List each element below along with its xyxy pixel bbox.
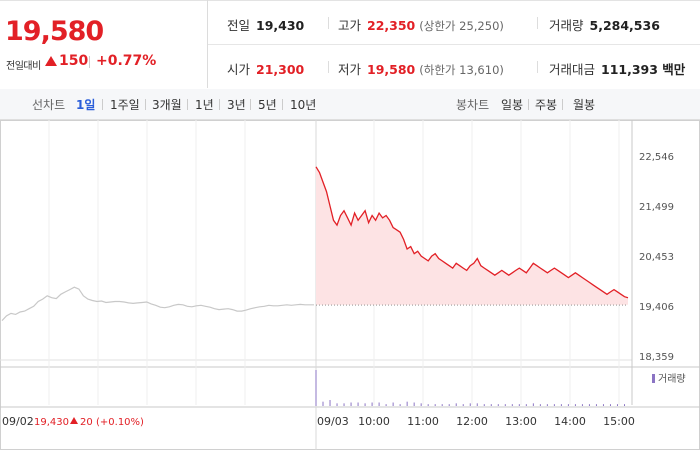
divider (187, 99, 188, 110)
divider (328, 61, 329, 73)
candle-monthly-tab[interactable]: 월봉 (573, 98, 596, 112)
stat-volume: 거래량 5,284,536 (549, 15, 660, 34)
y-tick-label: 22,546 (639, 152, 674, 163)
candle-chart-label: 봉차트 (456, 98, 490, 112)
divider (528, 99, 529, 110)
period-10y-tab[interactable]: 10년 (290, 98, 317, 112)
stat-value: 22,350 (367, 18, 416, 33)
stat-value: 111,393 백만 (601, 62, 686, 77)
stat-value: 5,284,536 (589, 18, 660, 33)
prev-day-change: 20 (80, 417, 93, 428)
stat-label: 거래대금 (549, 62, 596, 77)
divider (145, 99, 146, 110)
current-price: 19,580 (5, 16, 104, 47)
stat-high: 고가 22,350 (상한가 25,250) (338, 15, 504, 34)
prev-day-change-rate: (+0.10%) (96, 417, 144, 428)
line-chart-label: 선차트 (32, 98, 66, 112)
x-label-today-date: 09/03 (317, 415, 349, 428)
change-rate: +0.77% (96, 53, 157, 69)
y-tick-label: 18,359 (639, 352, 674, 363)
period-1y-tab[interactable]: 1년 (195, 98, 214, 112)
divider (207, 0, 208, 88)
stat-value: 21,300 (256, 62, 305, 77)
stat-sub: (상한가 25,250) (419, 19, 504, 33)
stat-label: 고가 (338, 18, 362, 33)
x-label-time: 10:00 (358, 415, 390, 428)
x-label-time: 13:00 (505, 415, 537, 428)
change-value: 150 (59, 53, 89, 69)
today-price-area (316, 166, 628, 305)
y-tick-label: 21,499 (639, 202, 674, 213)
x-label-time: 15:00 (603, 415, 635, 428)
stat-sub: (하한가 13,610) (419, 63, 504, 77)
stat-prev-close: 전일 19,430 (227, 15, 304, 34)
stat-label: 저가 (338, 62, 362, 77)
period-1d-tab[interactable]: 1일 (76, 98, 96, 112)
up-triangle-icon (45, 56, 57, 66)
y-tick-label: 19,406 (639, 302, 674, 313)
stat-label: 전일 (227, 18, 251, 33)
stat-open: 시가 21,300 (227, 59, 304, 78)
period-3y-tab[interactable]: 3년 (227, 98, 246, 112)
stat-low: 저가 19,580 (하한가 13,610) (338, 59, 504, 78)
stat-value: 19,580 (367, 62, 416, 77)
period-5y-tab[interactable]: 5년 (258, 98, 277, 112)
x-label-time: 14:00 (554, 415, 586, 428)
prev-day-close: 19,430 (34, 417, 69, 428)
x-label-time: 11:00 (407, 415, 439, 428)
divider (537, 61, 538, 73)
volume-legend-label: 거래량 (658, 373, 686, 385)
period-3m-tab[interactable]: 3개월 (152, 98, 182, 112)
period-1w-tab[interactable]: 1주일 (110, 98, 140, 112)
stat-label: 거래량 (549, 18, 584, 33)
up-triangle-icon (70, 417, 78, 424)
x-label-time: 12:00 (456, 415, 488, 428)
divider (537, 17, 538, 29)
prev-day-price-line (1, 286, 314, 322)
y-tick-label: 20,453 (639, 252, 674, 263)
candle-daily-tab[interactable]: 일봉 (501, 98, 524, 112)
divider (219, 99, 220, 110)
stat-value: 19,430 (256, 18, 305, 33)
divider (328, 17, 329, 29)
divider (282, 99, 283, 110)
divider (208, 44, 700, 45)
divider (250, 99, 251, 110)
stat-label: 시가 (227, 62, 251, 77)
x-label-prev-date: 09/02 (2, 415, 34, 428)
chart-toolbar (0, 89, 700, 120)
candle-weekly-tab[interactable]: 주봉 (535, 98, 558, 112)
stat-amount: 거래대금 111,393 백만 (549, 59, 685, 78)
divider (102, 99, 103, 110)
change-label: 전일대비 (6, 61, 41, 72)
today-price-line (315, 166, 629, 299)
divider (562, 99, 563, 110)
volume-legend-swatch (652, 374, 655, 383)
divider (89, 56, 90, 68)
intraday-price-chart[interactable]: 22,546 21,499 20,453 19,406 18,359 거래량 09/02 19… (0, 120, 700, 450)
